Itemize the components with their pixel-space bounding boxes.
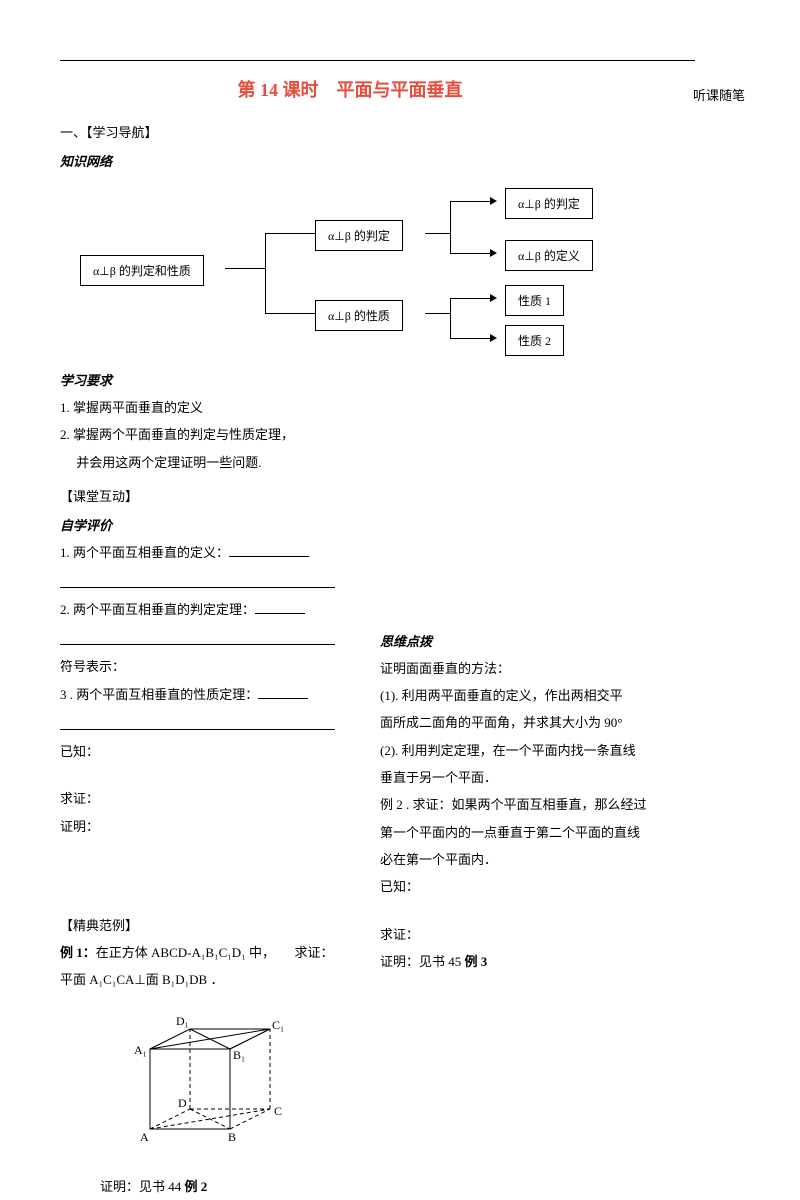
q1-text: 1. 两个平面互相垂直的定义： bbox=[60, 545, 229, 560]
symbol-label: 符号表示： bbox=[60, 653, 350, 680]
cube-label-A1: A₁ bbox=[134, 1043, 147, 1057]
example-heading: 【精典范例】 bbox=[60, 915, 350, 934]
diagram-leaf-3: 性质 1 bbox=[505, 285, 564, 316]
spacer bbox=[380, 901, 670, 921]
right-prove: 求证： bbox=[380, 921, 670, 948]
diagram-line bbox=[265, 233, 315, 234]
tips-heading: 思维点拨 bbox=[380, 631, 670, 650]
tips-p6: 例 2 . 求证：如果两个平面互相垂直，那么经过 bbox=[380, 791, 670, 818]
q2: 2. 两个平面互相垂直的判定定理： bbox=[60, 596, 350, 623]
tips-p8: 必在第一个平面内． bbox=[380, 846, 670, 873]
prove-label: 求证： bbox=[60, 785, 350, 812]
cube-label-C: C bbox=[274, 1104, 282, 1118]
diagram-line bbox=[450, 253, 490, 254]
cube-label-B1: B₁ bbox=[233, 1048, 245, 1062]
study-req-1: 1. 掌握两平面垂直的定义 bbox=[60, 394, 740, 421]
page-title: 第 14 课时 平面与平面垂直 bbox=[60, 76, 640, 102]
cube-figure: A B C D A₁ B₁ C₁ D₁ bbox=[120, 1009, 300, 1159]
knowledge-diagram: α⊥β 的判定和性质 α⊥β 的判定 α⊥β 的性质 α⊥β 的判定 α⊥β 的… bbox=[80, 180, 660, 355]
diagram-line bbox=[450, 338, 490, 339]
right-column: 思维点拨 证明面面垂直的方法： (1). 利用两平面垂直的定义，作出两相交平 面… bbox=[380, 539, 670, 1200]
diagram-line bbox=[450, 298, 451, 338]
spacer bbox=[60, 765, 350, 785]
tips-p3: 面所成二面角的平面角，并求其大小为 90° bbox=[380, 709, 670, 736]
diagram-mid-1: α⊥β 的判定 bbox=[315, 220, 403, 251]
right-known: 已知： bbox=[380, 873, 670, 900]
top-rule bbox=[60, 60, 695, 61]
diagram-leaf-4: 性质 2 bbox=[505, 325, 564, 356]
diagram-line bbox=[265, 313, 315, 314]
section-1-sub: 知识网络 bbox=[60, 151, 740, 170]
diagram-line bbox=[265, 233, 266, 313]
cube-label-D: D bbox=[178, 1096, 187, 1110]
section-1-heading: 一、【学习导航】 bbox=[60, 122, 740, 141]
ex1-text: 在正方体 ABCD-A₁B₁C₁D₁ 中， 求证： bbox=[96, 945, 334, 960]
diagram-line bbox=[225, 268, 265, 269]
tips-p7: 第一个平面内的一点垂直于第二个平面的直线 bbox=[380, 819, 670, 846]
study-req-2b: 并会用这两个定理证明一些问题. bbox=[60, 449, 740, 476]
arrow-icon bbox=[490, 249, 497, 257]
diagram-root: α⊥β 的判定和性质 bbox=[80, 255, 204, 286]
proof-label: 证明： bbox=[60, 813, 350, 840]
study-req-heading: 学习要求 bbox=[60, 370, 740, 389]
arrow-icon bbox=[490, 294, 497, 302]
q3: 3 . 两个平面互相垂直的性质定理： bbox=[60, 681, 350, 708]
tips-p2: (1). 利用两平面垂直的定义，作出两相交平 bbox=[380, 682, 670, 709]
q3-text: 3 . 两个平面互相垂直的性质定理： bbox=[60, 687, 258, 702]
spacer bbox=[380, 539, 670, 621]
blank-line bbox=[60, 716, 335, 730]
ex1-label: 例 1： bbox=[60, 945, 96, 960]
blank-line bbox=[255, 600, 305, 614]
tips-p5: 垂直于另一个平面． bbox=[380, 764, 670, 791]
blank-line bbox=[229, 543, 309, 557]
diagram-line bbox=[450, 201, 490, 202]
proof-ref-1-bold: 例 2 bbox=[185, 1179, 208, 1194]
blank-line bbox=[60, 574, 335, 588]
cube-label-D1: D₁ bbox=[176, 1014, 189, 1028]
diagram-leaf-1: α⊥β 的判定 bbox=[505, 188, 593, 219]
proof-ref-2: 证明：见书 45 例 3 bbox=[380, 948, 670, 975]
proof-ref-1: 证明：见书 44 例 2 bbox=[100, 1173, 350, 1200]
study-req-2: 2. 掌握两个平面垂直的判定与性质定理， bbox=[60, 421, 740, 448]
diagram-line bbox=[425, 233, 450, 234]
side-note: 听课随笔 bbox=[693, 85, 745, 104]
blank-line bbox=[60, 631, 335, 645]
diagram-line bbox=[450, 201, 451, 254]
example-1: 例 1：在正方体 ABCD-A₁B₁C₁D₁ 中， 求证： bbox=[60, 939, 350, 966]
tips-p4: (2). 利用判定定理，在一个平面内找一条直线 bbox=[380, 737, 670, 764]
spacer bbox=[60, 840, 350, 905]
tips-p1: 证明面面垂直的方法： bbox=[380, 655, 670, 682]
ex1-line2: 平面 A₁C₁CA⊥面 B₁D₁DB ． bbox=[60, 966, 350, 993]
blank-line bbox=[258, 685, 308, 699]
proof-ref-2-bold: 例 3 bbox=[465, 954, 488, 969]
q2-text: 2. 两个平面互相垂直的判定定理： bbox=[60, 602, 255, 617]
cube-label-C1: C₁ bbox=[272, 1018, 284, 1032]
arrow-icon bbox=[490, 197, 497, 205]
diagram-leaf-2: α⊥β 的定义 bbox=[505, 240, 593, 271]
interact-sub: 自学评价 bbox=[60, 515, 740, 534]
proof-ref-2-text: 证明：见书 45 bbox=[380, 954, 465, 969]
arrow-icon bbox=[490, 334, 497, 342]
known-label: 已知： bbox=[60, 738, 350, 765]
q1: 1. 两个平面互相垂直的定义： bbox=[60, 539, 350, 566]
proof-ref-1-text: 证明：见书 44 bbox=[100, 1179, 185, 1194]
diagram-line bbox=[450, 298, 490, 299]
interact-heading: 【课堂互动】 bbox=[60, 486, 740, 505]
left-column: 1. 两个平面互相垂直的定义： 2. 两个平面互相垂直的判定定理： 符号表示： … bbox=[60, 539, 350, 1200]
diagram-line bbox=[425, 313, 450, 314]
diagram-mid-2: α⊥β 的性质 bbox=[315, 300, 403, 331]
